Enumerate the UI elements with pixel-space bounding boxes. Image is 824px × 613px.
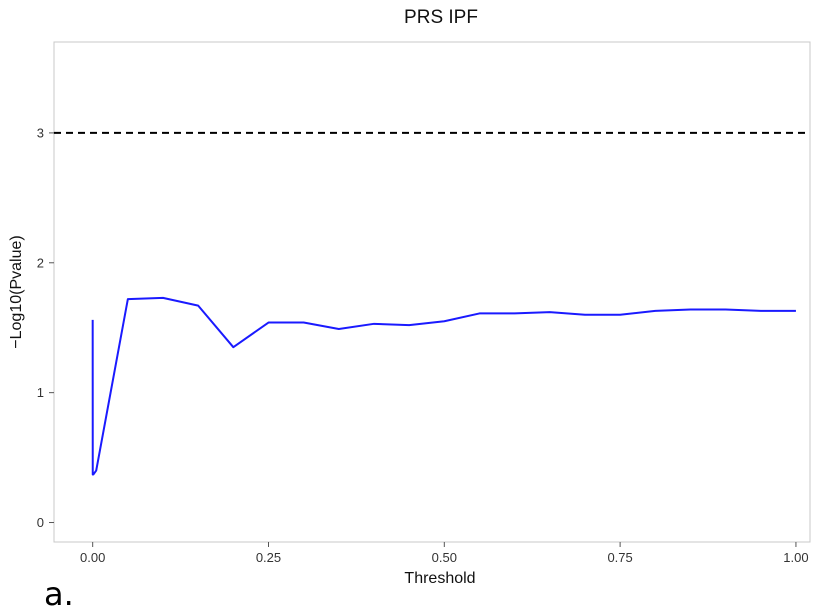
y-tick-label: 3 [37,125,44,140]
x-axis: 0.00 0.25 0.50 0.75 1.00 [80,542,809,565]
x-tick-label: 0.25 [256,550,281,565]
y-axis: 0 1 2 3 [37,125,54,530]
y-tick-label: 0 [37,515,44,530]
series-group [91,296,796,476]
plot-panel [53,41,811,543]
x-tick-label: 0.00 [80,550,105,565]
x-tick-label: 1.00 [783,550,808,565]
panel-label: a. [44,575,74,613]
y-tick-label: 2 [37,255,44,270]
x-tick-label: 0.75 [607,550,632,565]
x-tick-label: 0.50 [432,550,457,565]
y-axis-label: −Log10(Pvalue) [8,235,25,348]
x-axis-label: Threshold [404,570,475,587]
y-tick-label: 1 [37,385,44,400]
chart-title: PRS IPF [404,7,478,28]
series-line-0 [91,296,796,476]
